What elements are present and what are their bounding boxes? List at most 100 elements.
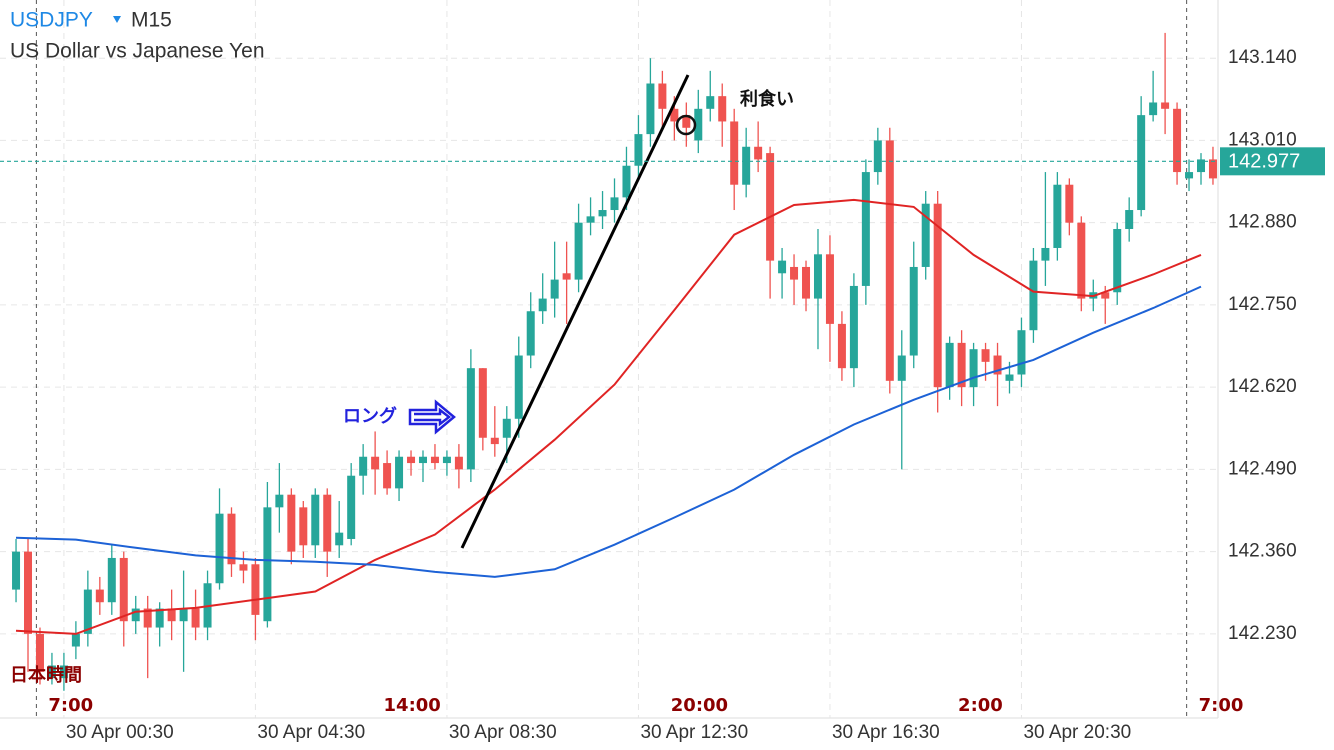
grid: [0, 0, 1219, 719]
candle-body: [442, 456, 451, 464]
exit-marker: [675, 114, 697, 136]
instrument-name: US Dollar vs Japanese Yen: [10, 40, 265, 63]
candle-body: [430, 456, 439, 464]
candle-body: [861, 172, 870, 286]
symbol: USDJPY: [10, 9, 93, 32]
candle-body: [825, 254, 834, 324]
candle-body: [383, 463, 392, 489]
local-time-label: 日本時間: [10, 664, 82, 686]
candle-body: [1185, 172, 1194, 179]
candle-body: [131, 608, 140, 622]
entry-arrow: [408, 399, 456, 435]
candle-body: [418, 456, 427, 464]
candle-body: [993, 355, 1002, 375]
candle-body: [1077, 222, 1086, 299]
candle-body: [790, 266, 799, 280]
candle-body: [155, 608, 164, 628]
candle-body: [706, 96, 715, 109]
current-price-box: [1220, 147, 1325, 176]
candle-body: [1053, 184, 1062, 248]
candle-body: [969, 349, 978, 388]
candle-body: [1065, 184, 1074, 223]
candle-body: [610, 197, 619, 211]
trend-line: [460, 74, 690, 549]
candle-body: [598, 210, 607, 217]
candle-body: [335, 532, 344, 546]
candle-body: [562, 273, 571, 280]
x-tick-label: 30 Apr 08:30: [449, 722, 557, 743]
candle-body: [251, 564, 260, 615]
candle-body: [12, 551, 21, 590]
y-tick-label: 142.360: [1228, 541, 1297, 562]
candle-body: [1005, 374, 1014, 381]
candle-body: [287, 494, 296, 552]
candle-body: [550, 279, 559, 299]
y-tick-label: 142.230: [1228, 623, 1297, 644]
candle-body: [359, 456, 368, 476]
candle-body: [682, 115, 691, 128]
candle-body: [1173, 108, 1182, 173]
candle-body: [1029, 260, 1038, 331]
candle-body: [1197, 159, 1206, 173]
candle-body: [945, 342, 954, 388]
candle-body: [466, 368, 475, 470]
candle-body: [1113, 229, 1122, 293]
candle-body: [622, 165, 631, 198]
candle-body: [742, 146, 751, 185]
candle-body: [191, 608, 200, 628]
candle-body: [586, 216, 595, 223]
candle-body: [107, 557, 116, 603]
local-tick-label: 7:00: [48, 695, 93, 716]
candle-body: [1137, 115, 1146, 211]
x-tick-label: 30 Apr 16:30: [832, 722, 940, 743]
candle-body: [215, 513, 224, 584]
candle-body: [71, 633, 80, 647]
y-tick-label: 142.880: [1228, 212, 1297, 233]
symbol-dropdown[interactable]: [113, 16, 121, 23]
moving-average: [15, 285, 1202, 578]
candle-body: [921, 203, 930, 267]
candle-body: [933, 203, 942, 388]
candle-body: [718, 96, 727, 122]
candle-body: [143, 608, 152, 628]
candle-body: [263, 507, 272, 622]
candle-body: [957, 342, 966, 388]
candle-body: [83, 589, 92, 634]
candle-body: [694, 108, 703, 141]
candle-body: [766, 153, 775, 261]
candle-body: [1161, 102, 1170, 109]
x-tick-label: 30 Apr 00:30: [66, 722, 174, 743]
candle-body: [897, 355, 906, 381]
candle-body: [1149, 102, 1158, 116]
local-tick-label: 20:00: [671, 695, 728, 716]
candle-body: [275, 494, 284, 508]
local-tick-label: 7:00: [1199, 695, 1244, 716]
candle-body: [299, 507, 308, 546]
candle-body: [778, 260, 787, 274]
annotation: ロング: [343, 405, 397, 427]
candle-body: [849, 285, 858, 369]
plot: [12, 32, 1217, 691]
candle-body: [227, 513, 236, 565]
candle-body: [239, 564, 248, 571]
candle-body: [514, 355, 523, 419]
local-tick-label: 2:00: [958, 695, 1003, 716]
y-tick-label: 142.620: [1228, 376, 1297, 397]
candle-body: [35, 633, 44, 672]
moving-average: [15, 198, 1202, 635]
candle-body: [1208, 159, 1217, 179]
candle-body: [119, 557, 128, 622]
candle-body: [730, 121, 739, 185]
candle-body: [754, 146, 763, 160]
x-tick-label: 30 Apr 12:30: [640, 722, 748, 743]
candle-body: [347, 475, 356, 539]
candle-body: [323, 494, 332, 552]
candle-body: [407, 456, 416, 464]
candle-body: [1041, 247, 1050, 261]
candle-body: [24, 551, 33, 634]
candle-body: [95, 589, 104, 603]
timeframe: M15: [131, 9, 172, 32]
candle-body: [909, 266, 918, 356]
y-tick-label: 142.750: [1228, 294, 1297, 315]
